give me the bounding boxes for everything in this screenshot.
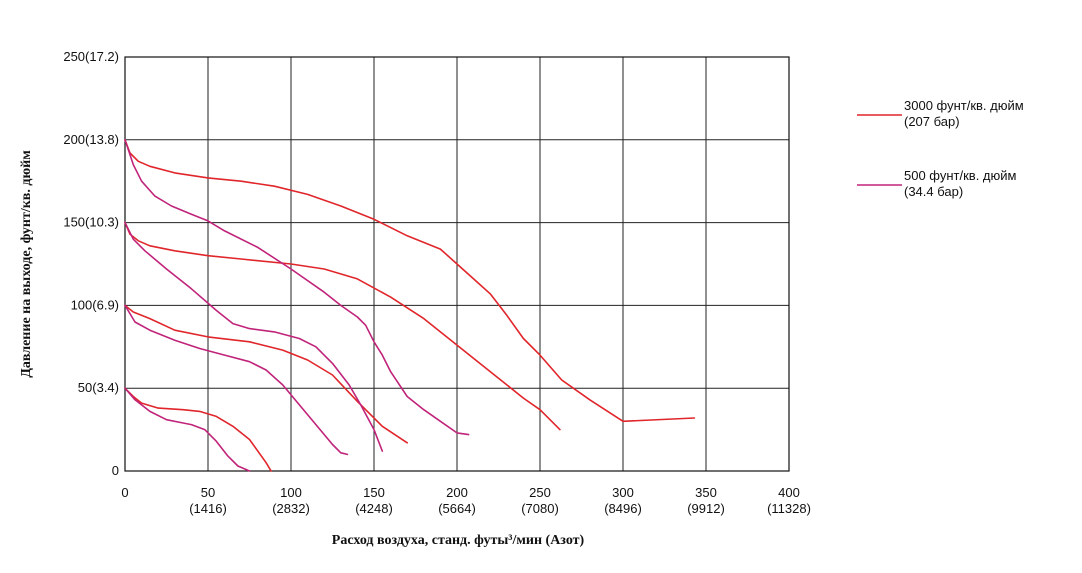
x-axis-label: Расход воздуха, станд. футы³/мин (Азот) bbox=[332, 533, 585, 548]
x-tick-sublabel: (5664) bbox=[438, 501, 476, 516]
series-line-magenta-5 bbox=[124, 139, 470, 436]
y-tick-label: 0 bbox=[112, 463, 119, 478]
series-line-magenta-7 bbox=[124, 304, 349, 456]
series-line-red-4 bbox=[124, 387, 272, 472]
x-tick-label: 100 bbox=[280, 485, 302, 500]
x-tick-sublabel: (7080) bbox=[521, 501, 559, 516]
y-tick-label: 100(6.9) bbox=[71, 297, 119, 312]
x-tick-sublabel: (1416) bbox=[189, 501, 227, 516]
y-tick-label: 200(13.8) bbox=[63, 132, 119, 147]
axes bbox=[124, 56, 790, 472]
y-tick-label: 150(10.3) bbox=[63, 215, 119, 230]
series-layer bbox=[124, 139, 696, 472]
legend-label-2: 500 фунт/кв. дюйм bbox=[904, 168, 1017, 183]
series-line-magenta-6 bbox=[124, 221, 384, 452]
legend-label-1: 3000 фунт/кв. дюйм bbox=[904, 98, 1024, 113]
x-tick-sublabel: (9912) bbox=[687, 501, 725, 516]
series-line-red-3 bbox=[124, 304, 408, 444]
y-axis-label: Давление на выходе, фунт/кв. дюйм bbox=[19, 150, 34, 378]
x-tick-labels: 0 50(1416)100(2832)150(4248)200(5664)250(… bbox=[121, 485, 811, 516]
x-tick-sublabel: (11328) bbox=[767, 501, 811, 516]
y-tick-label: 250(17.2) bbox=[63, 49, 119, 64]
series-line-red-1 bbox=[124, 139, 696, 423]
x-tick-label: 50 bbox=[201, 485, 215, 500]
x-tick-label: 300 bbox=[612, 485, 634, 500]
x-tick-sublabel: (4248) bbox=[355, 501, 393, 516]
series-line-red-2 bbox=[124, 221, 561, 431]
x-tick-label: 200 bbox=[446, 485, 468, 500]
x-tick-label: 0 bbox=[121, 485, 128, 500]
x-tick-label: 250 bbox=[529, 485, 551, 500]
x-tick-sublabel: (2832) bbox=[272, 501, 310, 516]
y-tick-label: 50(3.4) bbox=[78, 380, 119, 395]
y-tick-labels: 0 50(3.4) 100(6.9) 150(10.3) 200(13.8) 250(17… bbox=[63, 49, 119, 478]
x-tick-sublabel: (8496) bbox=[604, 501, 642, 516]
legend-sublabel-2: (34.4 бар) bbox=[904, 184, 963, 199]
legend: 3000 фунт/кв. дюйм(207 бар) 500 фунт/кв. … bbox=[857, 98, 1024, 199]
legend-sublabel-1: (207 бар) bbox=[904, 114, 960, 129]
plot-frame bbox=[124, 56, 790, 472]
x-tick-label: 150 bbox=[363, 485, 385, 500]
x-tick-label: 400 bbox=[778, 485, 800, 500]
x-tick-label: 350 bbox=[695, 485, 717, 500]
series-line-magenta-8 bbox=[124, 387, 251, 472]
